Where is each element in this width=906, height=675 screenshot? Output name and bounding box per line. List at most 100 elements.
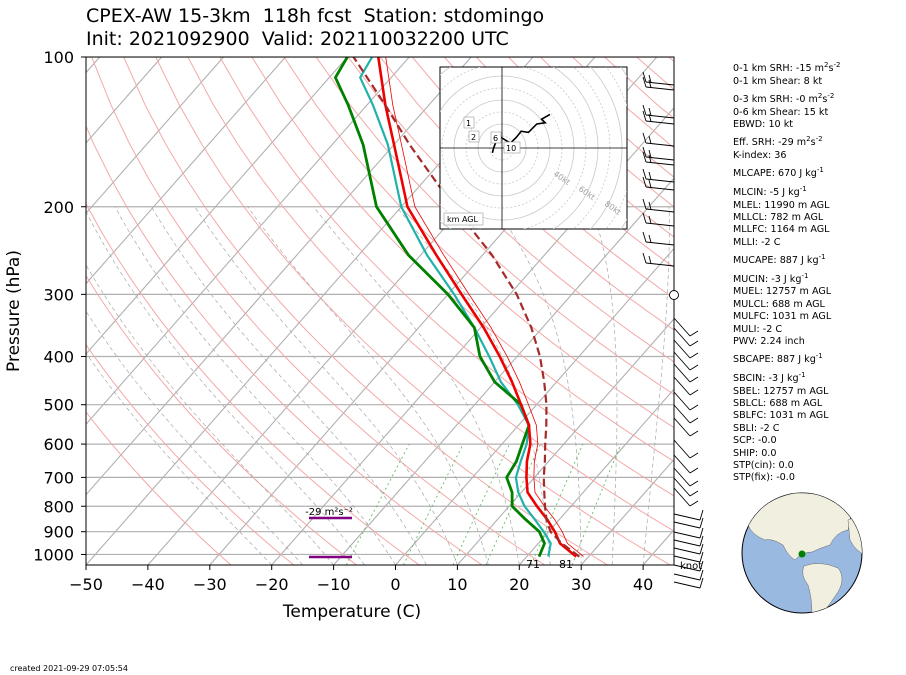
isotherm: [518, 388, 674, 565]
index-row: PWV: 2.24 inch: [733, 336, 805, 348]
barb-shaft: [645, 208, 675, 213]
wind-barb: [673, 454, 699, 474]
isotherm: [86, 57, 348, 355]
barb-shaft: [673, 351, 691, 371]
barb-flag: [642, 168, 647, 180]
isotherm: [86, 57, 224, 215]
barb-flag: [689, 404, 699, 411]
station-marker: [798, 550, 806, 558]
barb-flag: [648, 255, 652, 264]
hodograph-height-label: 10: [506, 144, 516, 153]
y-tick-label: 1000: [33, 545, 74, 564]
wind-barb: [673, 467, 699, 487]
hodograph-height-label: 2: [471, 133, 476, 142]
barb-shaft: [673, 376, 691, 396]
barb-flag: [642, 252, 647, 264]
wind-barb: [673, 439, 699, 459]
dry-adiabat: [155, 57, 671, 565]
barb-shaft: [673, 487, 691, 507]
wind-barb: [673, 577, 704, 589]
barb-flag: [689, 376, 699, 383]
dry-adiabat: [86, 124, 483, 565]
barb-flag: [648, 107, 652, 116]
wind-barb: [642, 132, 675, 147]
barb-flag: [642, 71, 647, 83]
hodograph-corner-box: [443, 212, 484, 226]
surface-dewpoint-label: 71: [526, 558, 540, 571]
barb-flag: [648, 215, 652, 224]
wind-barb: [642, 231, 675, 246]
wind-barb: [673, 363, 699, 383]
barb-shaft: [673, 564, 701, 572]
virtual-temperature-line: [385, 57, 584, 557]
barb-flag: [648, 154, 652, 163]
isotherm: [456, 318, 674, 565]
barb-flag: [642, 212, 647, 224]
isotherm: [86, 57, 286, 285]
dry-adiabat: [315, 57, 674, 396]
dry-adiabat: [379, 57, 674, 331]
index-row: 0-6 km Shear: 15 kt: [733, 106, 829, 118]
barb-shaft: [673, 317, 691, 337]
dry-adiabat: [123, 57, 608, 565]
barb-shaft: [673, 477, 691, 497]
barb-shaft: [673, 439, 691, 459]
index-row: MLCAPE: 670 J kg-1: [733, 166, 824, 180]
index-row: MUCAPE: 887 J kg-1: [733, 253, 826, 267]
wind-barb: [642, 71, 675, 86]
barb-flag: [699, 527, 704, 539]
wind-barb: [673, 517, 704, 529]
barb-shaft: [673, 555, 701, 563]
isotherm: [395, 247, 674, 565]
wind-barb: [673, 560, 704, 572]
wind-barb: [642, 168, 675, 183]
hodograph-height-box: [490, 131, 502, 144]
moist-adiabat: [86, 310, 303, 565]
index-row: MULI: -2 C: [733, 323, 783, 335]
skewt-grid: [86, 57, 674, 565]
barb-flag: [642, 151, 647, 163]
wind-barb: [673, 417, 699, 437]
barb-shaft: [673, 539, 701, 547]
barb-shaft: [645, 222, 675, 227]
barb-flag: [648, 179, 652, 188]
dry-adiabat: [86, 343, 295, 565]
wind-barb: [673, 391, 699, 411]
mixing-ratio-line: [571, 443, 622, 565]
wind-barb: [642, 212, 675, 227]
x-tick-label: −30: [193, 575, 227, 594]
y-tick-label: 400: [43, 348, 74, 367]
moist-adiabat: [591, 206, 618, 565]
index-row: SBLCL: 688 m AGL: [733, 398, 823, 410]
index-row: SBCAPE: 887 J kg-1: [733, 352, 823, 366]
barb-flag: [699, 569, 704, 581]
mixing-ratio-line: [452, 443, 510, 565]
index-row: MULFC: 1031 m AGL: [733, 311, 832, 323]
barb-flag: [648, 135, 652, 144]
y-axis-label: Pressure (hPa): [4, 250, 24, 372]
moist-adiabat: [313, 206, 520, 565]
wind-barb: [673, 477, 699, 497]
x-tick-label: −50: [69, 575, 103, 594]
barb-shaft: [673, 581, 701, 589]
mixing-ratio-line: [530, 443, 584, 565]
wetbulb-line: [359, 57, 552, 557]
barb-shaft: [673, 513, 701, 521]
barb-shaft: [673, 363, 691, 383]
wind-barbs: [642, 71, 704, 589]
y-tick-label: 500: [43, 396, 74, 415]
y-tick-label: 200: [43, 198, 74, 217]
axes: −50 −40 −30 −20 −10 0 10 20 30 40 100 200 300 400 500 6…: [33, 48, 653, 594]
mixing-ratio-line: [345, 443, 410, 565]
location-globe: [741, 492, 863, 614]
index-row: STP(cin): 0.0: [733, 460, 794, 472]
isotherm: [580, 458, 674, 565]
barb-flag: [689, 490, 699, 497]
barb-flag: [689, 417, 699, 424]
wind-barb: [673, 339, 699, 359]
wind-barb: [642, 198, 675, 213]
hodograph-height-label: 6: [493, 134, 498, 143]
barb-flag: [648, 74, 652, 83]
